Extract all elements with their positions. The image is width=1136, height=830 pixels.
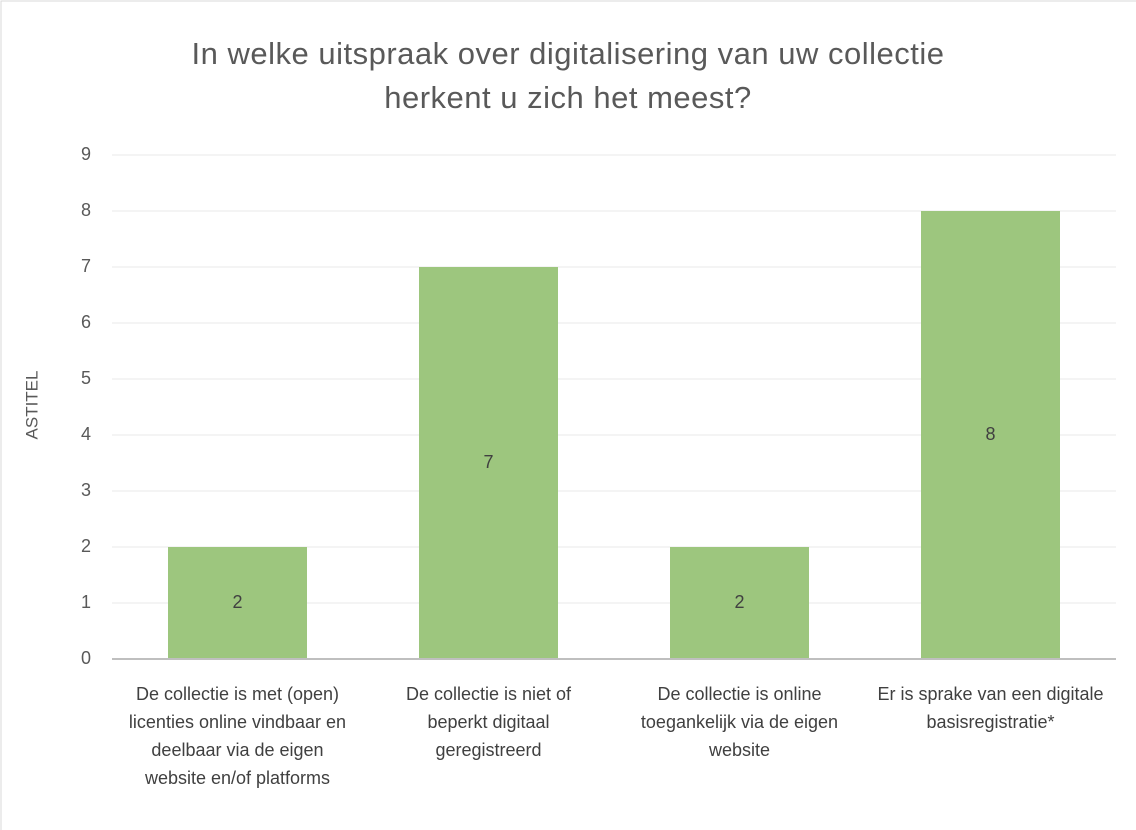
y-tick-label: 6 [81, 312, 91, 332]
y-axis-label: ASTITEL [22, 371, 41, 440]
y-tick-label: 7 [81, 256, 91, 276]
data-label: 2 [734, 592, 744, 612]
y-tick-label: 3 [81, 480, 91, 500]
chart-title: In welke uitspraak over digitalisering v… [191, 36, 945, 115]
bar [168, 547, 307, 659]
data-label: 7 [483, 452, 493, 472]
data-label: 8 [985, 424, 995, 444]
x-tick-label: De collectie is niet of beperkt digitaal… [405, 684, 572, 760]
y-tick-label: 2 [81, 536, 91, 556]
data-label: 2 [232, 592, 242, 612]
bar [419, 267, 558, 659]
y-tick-label: 5 [81, 368, 91, 388]
x-tick-label: De collectie is online toegankelijk via … [640, 684, 839, 760]
y-tick-label: 9 [81, 144, 91, 164]
y-tick-label: 1 [81, 592, 91, 612]
y-tick-label: 0 [81, 648, 91, 668]
x-tick-label: Er is sprake van een digitale basisregis… [877, 684, 1104, 732]
y-tick-label: 8 [81, 200, 91, 220]
y-tick-label: 4 [81, 424, 91, 444]
bar [670, 547, 809, 659]
bar [921, 211, 1060, 659]
x-tick-label: De collectie is met (open) licenties onl… [128, 684, 347, 788]
